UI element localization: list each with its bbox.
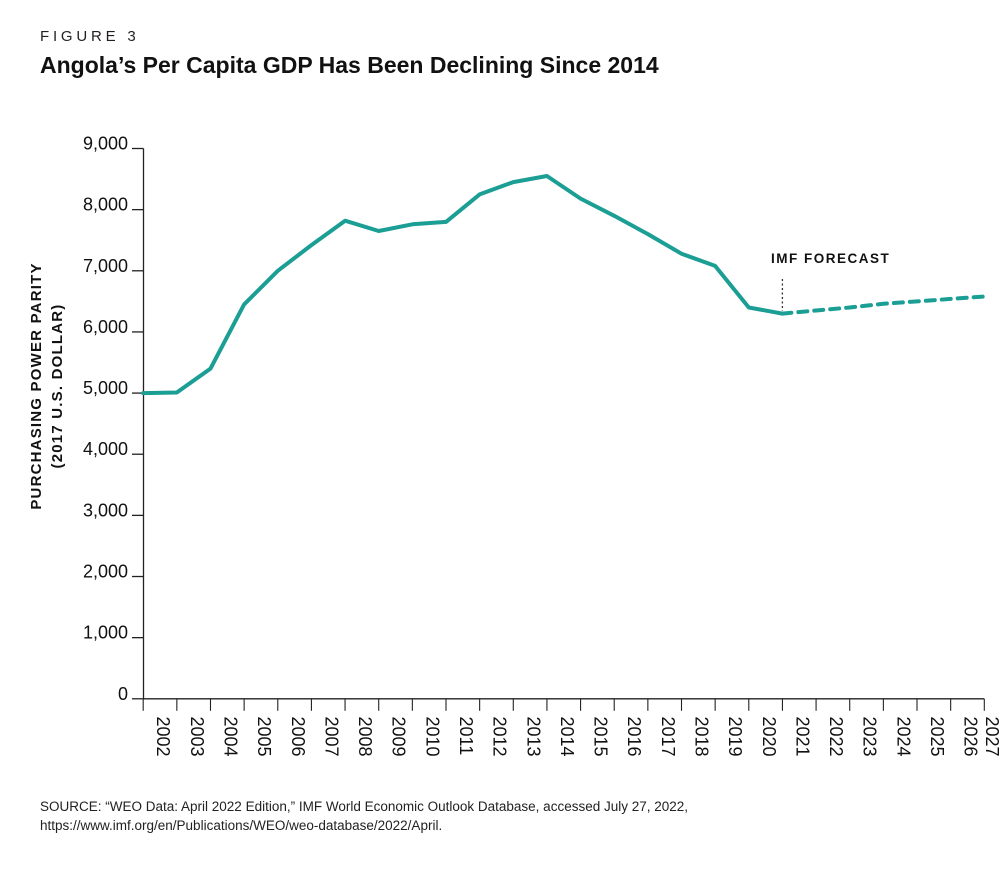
svg-text:2002: 2002 bbox=[153, 717, 173, 757]
svg-text:2016: 2016 bbox=[624, 717, 644, 757]
svg-text:IMF FORECAST: IMF FORECAST bbox=[771, 251, 890, 266]
svg-text:4,000: 4,000 bbox=[83, 439, 128, 459]
svg-text:0: 0 bbox=[118, 684, 128, 704]
svg-text:2014: 2014 bbox=[557, 717, 577, 757]
svg-text:2017: 2017 bbox=[658, 717, 678, 757]
svg-text:2,000: 2,000 bbox=[83, 562, 128, 582]
svg-text:2011: 2011 bbox=[456, 717, 476, 756]
svg-text:2020: 2020 bbox=[759, 717, 779, 757]
svg-text:7,000: 7,000 bbox=[83, 256, 128, 276]
svg-text:6,000: 6,000 bbox=[83, 317, 128, 337]
svg-text:2004: 2004 bbox=[220, 717, 240, 757]
svg-text:2010: 2010 bbox=[422, 717, 442, 757]
svg-text:8,000: 8,000 bbox=[83, 195, 128, 215]
svg-text:2007: 2007 bbox=[321, 717, 341, 757]
svg-text:2026: 2026 bbox=[961, 717, 981, 757]
svg-text:3,000: 3,000 bbox=[83, 500, 128, 520]
svg-text:2009: 2009 bbox=[389, 717, 409, 757]
svg-text:(2017 U.S. DOLLAR): (2017 U.S. DOLLAR) bbox=[49, 304, 66, 469]
svg-text:2021: 2021 bbox=[792, 717, 812, 757]
svg-text:1,000: 1,000 bbox=[83, 623, 128, 643]
svg-text:2022: 2022 bbox=[826, 717, 846, 757]
svg-text:2024: 2024 bbox=[893, 717, 913, 757]
svg-text:9,000: 9,000 bbox=[83, 134, 128, 154]
svg-text:2013: 2013 bbox=[523, 717, 543, 757]
svg-text:2023: 2023 bbox=[860, 717, 880, 757]
svg-text:2012: 2012 bbox=[490, 717, 510, 757]
svg-text:2005: 2005 bbox=[254, 717, 274, 757]
svg-text:2019: 2019 bbox=[725, 717, 745, 757]
svg-text:5,000: 5,000 bbox=[83, 378, 128, 398]
svg-text:2025: 2025 bbox=[927, 717, 947, 757]
svg-text:2008: 2008 bbox=[355, 717, 375, 757]
svg-text:2015: 2015 bbox=[591, 717, 611, 757]
svg-text:2003: 2003 bbox=[187, 717, 207, 757]
svg-text:PURCHASING POWER PARITY: PURCHASING POWER PARITY bbox=[28, 262, 45, 509]
svg-text:2006: 2006 bbox=[288, 717, 308, 757]
svg-text:2027: 2027 bbox=[982, 717, 1000, 757]
svg-text:2018: 2018 bbox=[692, 717, 712, 757]
